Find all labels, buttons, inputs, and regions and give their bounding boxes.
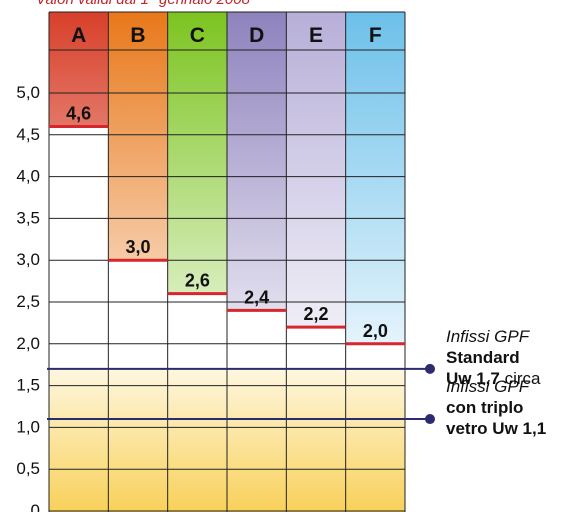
- reference-annotation: Uw 1,7 circa: [446, 369, 541, 388]
- unused-area: [345, 343, 405, 369]
- y-tick-label: 0,5: [16, 459, 40, 478]
- unused-area: [286, 327, 346, 369]
- y-tick-label: 3,0: [16, 250, 40, 269]
- class-header-e: E: [309, 24, 323, 47]
- value-label: 3,0: [125, 237, 150, 257]
- class-header-b: B: [130, 24, 145, 47]
- y-tick-label: 0: [31, 501, 40, 512]
- reference-annotation: con triplo: [446, 398, 523, 417]
- y-tick-label: 4,0: [16, 167, 40, 186]
- reference-annotation: Standard: [446, 348, 520, 367]
- value-label: 2,0: [363, 321, 388, 341]
- unused-area: [227, 310, 287, 369]
- value-label: 2,2: [303, 304, 328, 324]
- unused-area: [167, 293, 227, 369]
- y-tick-label: 4,5: [16, 125, 40, 144]
- value-label: 2,6: [185, 271, 210, 291]
- unused-area: [108, 260, 168, 369]
- reference-annotation: vetro Uw 1,1: [446, 419, 546, 438]
- y-tick-label: 3,5: [16, 208, 40, 227]
- reference-annotation: Infissi GPF: [446, 377, 531, 396]
- class-header-d: D: [249, 24, 264, 47]
- reference-marker: [425, 363, 435, 374]
- value-label: 2,4: [244, 287, 269, 307]
- class-header-a: A: [71, 24, 86, 47]
- reference-annotation: Infissi GPF: [446, 327, 531, 346]
- class-bar-f: [345, 12, 405, 369]
- chart-title: Valori validi dal 1° gennaio 2008: [36, 0, 250, 8]
- unused-area: [49, 126, 109, 369]
- y-tick-label: 1,0: [16, 417, 40, 436]
- reference-marker: [425, 414, 435, 425]
- value-label: 4,6: [66, 103, 91, 123]
- y-tick-label: 1,5: [16, 376, 40, 395]
- y-tick-label: 2,5: [16, 292, 40, 311]
- class-bar-e: [286, 12, 346, 369]
- class-header-f: F: [369, 24, 382, 47]
- class-header-c: C: [190, 24, 205, 47]
- y-tick-label: 5,0: [16, 83, 40, 102]
- y-tick-label: 2,0: [16, 334, 40, 353]
